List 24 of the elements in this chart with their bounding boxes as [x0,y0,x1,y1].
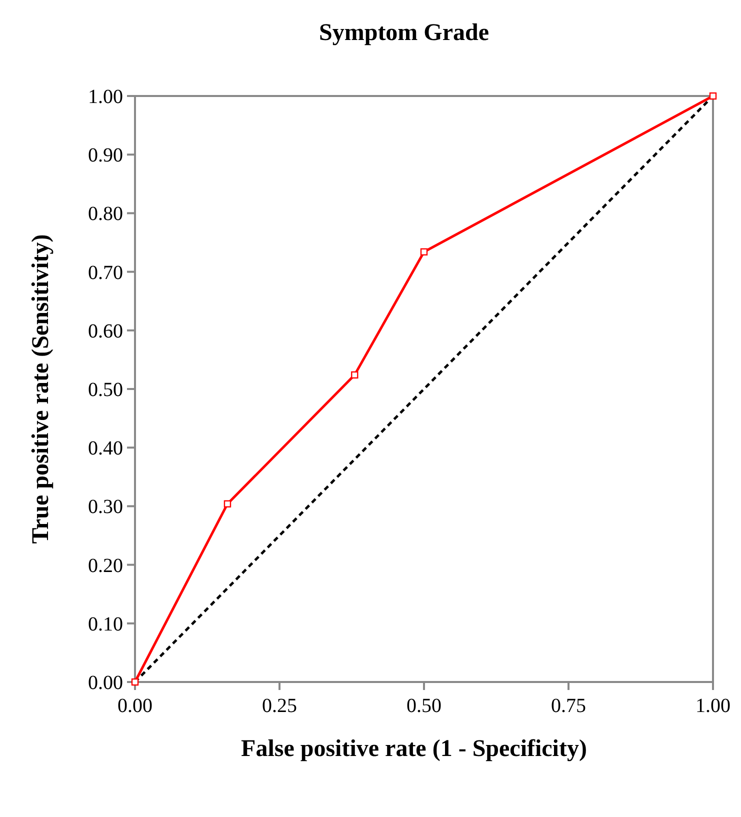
y-tick-label: 0.30 [88,496,123,518]
x-axis-title: False positive rate (1 - Specificity) [241,736,587,762]
y-tick-label: 0.40 [88,438,123,460]
x-tick-label: 0.50 [406,695,442,717]
y-tick-label: 0.20 [88,554,123,577]
point [420,248,428,256]
chart-title: Symptom Grade [319,20,490,46]
x-tick-label: 0.00 [118,695,152,717]
y-tick-label: 0.60 [88,320,123,342]
y-tick-label: 0.50 [88,379,123,401]
y-tick-label: 0.00 [88,672,123,694]
y-tick-label: 0.70 [88,262,123,284]
y-axis-title: True positive rate (Sensitivity) [28,234,54,544]
y-tick-label: 0.90 [88,144,123,167]
point [131,678,139,686]
y-tick-label: 0.80 [88,203,123,226]
x-tick-label: 1.00 [696,695,730,717]
point [224,500,232,508]
x-tick-label: 0.75 [551,695,586,717]
y-tick-label: 0.10 [88,613,123,636]
point [709,92,717,100]
y-tick-label: 1.00 [88,86,123,108]
point [351,371,358,379]
x-tick-label: 0.25 [262,695,297,717]
